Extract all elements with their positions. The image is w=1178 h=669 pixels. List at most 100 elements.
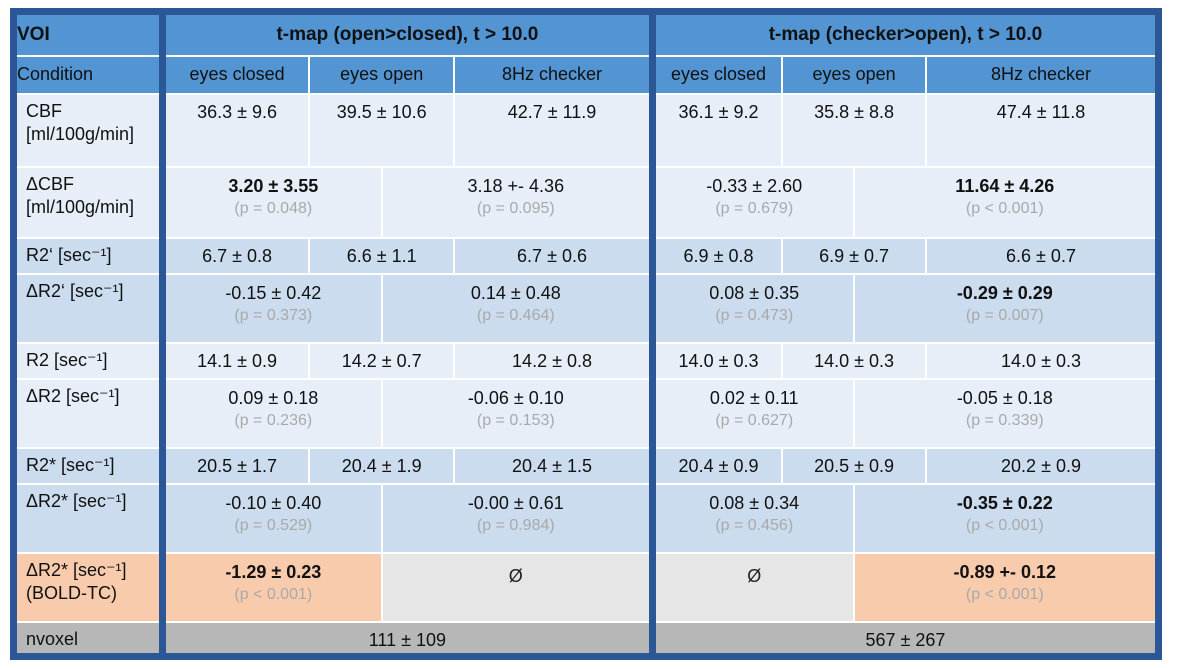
delta-value: -0.10 ± 0.40 (225, 492, 322, 513)
row-label-delta-r2star: ΔR2* [sec⁻¹] (12, 482, 166, 554)
delta-value: 0.02 ± 0.11 (709, 387, 799, 408)
r2star-right-eyes-open: 20.5 ± 0.9 (781, 446, 928, 485)
p-value: (p = 0.373) (234, 306, 313, 324)
delta-r2star-right-checker-open: -0.35 ± 0.22 (p < 0.001) (852, 482, 1160, 554)
voi-header-cell: VOI (12, 10, 166, 57)
bold-tc-left-open-closed: -1.29 ± 0.23 (p < 0.001) (161, 551, 383, 623)
delta-value: -0.06 ± 0.10 (467, 387, 564, 408)
cbf-left-eyes-open: 39.5 ± 10.6 (308, 92, 456, 168)
delta-cbf-left-checker-open: 3.18 +- 4.36 (p = 0.095) (380, 165, 654, 239)
r2prime-right-8hz-checker: 6.6 ± 0.7 (925, 236, 1160, 275)
row-delta-r2: ΔR2 [sec⁻¹] 0.09 ± 0.18 (p = 0.236) -0.0… (12, 377, 1160, 449)
delta-value: 0.08 ± 0.35 (709, 282, 800, 303)
row-label-r2star: R2* [sec⁻¹] (12, 446, 166, 485)
condition-label-cell: Condition (12, 54, 166, 95)
p-value: (p = 0.095) (476, 199, 555, 217)
p-value: (p < 0.001) (234, 585, 313, 603)
r2-right-8hz-checker: 14.0 ± 0.3 (925, 341, 1160, 380)
delta-r2prime-right-checker-open: -0.29 ± 0.29 (p = 0.007) (852, 272, 1160, 344)
r2-right-eyes-closed: 14.0 ± 0.3 (648, 341, 784, 380)
left-condition-8hz-checker: 8Hz checker (453, 54, 654, 95)
r2-left-eyes-closed: 14.1 ± 0.9 (161, 341, 311, 380)
row-label-cbf: CBF [ml/100g/min] (12, 92, 166, 168)
cbf-right-8hz-checker: 47.4 ± 11.8 (925, 92, 1160, 168)
delta-value: -0.05 ± 0.18 (956, 387, 1053, 408)
row-nvoxel: nvoxel 111 ± 109 567 ± 267 (12, 620, 1160, 658)
row-label-delta-r2star-bold-tc: ΔR2* [sec⁻¹] (BOLD-TC) (12, 551, 166, 623)
cbf-left-eyes-closed: 36.3 ± 9.6 (161, 92, 311, 168)
delta-cbf-left-open-closed: 3.20 ± 3.55 (p = 0.048) (161, 165, 383, 239)
p-value: (p = 0.339) (965, 411, 1044, 429)
row-label-delta-r2prime: ΔR2‘ [sec⁻¹] (12, 272, 166, 344)
delta-r2prime-left-open-closed: -0.15 ± 0.42 (p = 0.373) (161, 272, 383, 344)
delta-value: -0.15 ± 0.42 (225, 282, 322, 303)
right-tmap-title-cell: t-map (checker>open), t > 10.0 (648, 10, 1160, 57)
r2prime-right-eyes-closed: 6.9 ± 0.8 (648, 236, 784, 275)
p-value: (p = 0.456) (715, 516, 794, 534)
row-label-nvoxel: nvoxel (12, 620, 166, 658)
delta-r2-left-open-closed: 0.09 ± 0.18 (p = 0.236) (161, 377, 383, 449)
delta-value: -0.33 ± 2.60 (706, 175, 803, 196)
bold-tc-right-checker-open: -0.89 +- 0.12 (p < 0.001) (852, 551, 1160, 623)
p-value: (p = 0.473) (715, 306, 794, 324)
p-value: (p = 0.153) (476, 411, 555, 429)
row-r2: R2 [sec⁻¹] 14.1 ± 0.9 14.2 ± 0.7 14.2 ± … (12, 341, 1160, 380)
row-label-delta-cbf: ΔCBF [ml/100g/min] (12, 165, 166, 239)
p-value: (p = 0.529) (234, 516, 313, 534)
delta-r2-right-open-closed: 0.02 ± 0.11 (p = 0.627) (648, 377, 855, 449)
row-label-delta-r2: ΔR2 [sec⁻¹] (12, 377, 166, 449)
r2star-right-eyes-closed: 20.4 ± 0.9 (648, 446, 784, 485)
p-value: (p = 0.007) (965, 306, 1044, 324)
header-row-conditions: Condition eyes closed eyes open 8Hz chec… (12, 54, 1160, 95)
delta-cbf-right-checker-open: 11.64 ± 4.26 (p < 0.001) (852, 165, 1160, 239)
nvoxel-right-value: 567 ± 267 (648, 620, 1160, 658)
r2prime-left-eyes-closed: 6.7 ± 0.8 (161, 236, 311, 275)
p-value: (p = 0.236) (234, 411, 313, 429)
r2prime-left-eyes-open: 6.6 ± 1.1 (308, 236, 456, 275)
cbf-right-eyes-open: 35.8 ± 8.8 (781, 92, 928, 168)
header-row-titles: VOI t-map (open>closed), t > 10.0 t-map … (12, 10, 1160, 57)
row-delta-r2star-bold-tc: ΔR2* [sec⁻¹] (BOLD-TC) -1.29 ± 0.23 (p <… (12, 551, 1160, 623)
delta-cbf-right-open-closed: -0.33 ± 2.60 (p = 0.679) (648, 165, 855, 239)
delta-r2star-left-open-closed: -0.10 ± 0.40 (p = 0.529) (161, 482, 383, 554)
left-condition-eyes-open: eyes open (308, 54, 456, 95)
p-value: (p = 0.048) (234, 199, 313, 217)
left-condition-eyes-closed: eyes closed (161, 54, 311, 95)
r2star-left-eyes-closed: 20.5 ± 1.7 (161, 446, 311, 485)
cbf-right-eyes-closed: 36.1 ± 9.2 (648, 92, 784, 168)
bold-tc-left-checker-open-empty: Ø (380, 551, 654, 623)
delta-value: 0.09 ± 0.18 (228, 387, 319, 408)
p-value: (p < 0.001) (965, 585, 1044, 603)
r2prime-left-8hz-checker: 6.7 ± 0.6 (453, 236, 654, 275)
delta-value: 0.08 ± 0.34 (709, 492, 800, 513)
delta-r2-right-checker-open: -0.05 ± 0.18 (p = 0.339) (852, 377, 1160, 449)
delta-value: -0.89 +- 0.12 (953, 561, 1057, 582)
r2-left-8hz-checker: 14.2 ± 0.8 (453, 341, 654, 380)
delta-r2star-right-open-closed: 0.08 ± 0.34 (p = 0.456) (648, 482, 855, 554)
delta-r2prime-left-checker-open: 0.14 ± 0.48 (p = 0.464) (380, 272, 654, 344)
p-value: (p = 0.627) (715, 411, 794, 429)
row-delta-r2star: ΔR2* [sec⁻¹] -0.10 ± 0.40 (p = 0.529) -0… (12, 482, 1160, 554)
right-condition-eyes-closed: eyes closed (648, 54, 784, 95)
row-cbf: CBF [ml/100g/min] 36.3 ± 9.6 39.5 ± 10.6… (12, 92, 1160, 168)
r2star-left-8hz-checker: 20.4 ± 1.5 (453, 446, 654, 485)
cbf-left-8hz-checker: 42.7 ± 11.9 (453, 92, 654, 168)
delta-r2-left-checker-open: -0.06 ± 0.10 (p = 0.153) (380, 377, 654, 449)
row-label-r2: R2 [sec⁻¹] (12, 341, 166, 380)
delta-value: -1.29 ± 0.23 (225, 561, 322, 582)
bold-tc-right-open-closed-empty: Ø (648, 551, 855, 623)
row-delta-r2prime: ΔR2‘ [sec⁻¹] -0.15 ± 0.42 (p = 0.373) 0.… (12, 272, 1160, 344)
results-table: VOI t-map (open>closed), t > 10.0 t-map … (10, 8, 1162, 660)
p-value: (p = 0.679) (715, 199, 794, 217)
row-delta-cbf: ΔCBF [ml/100g/min] 3.20 ± 3.55 (p = 0.04… (12, 165, 1160, 239)
row-r2prime: R2‘ [sec⁻¹] 6.7 ± 0.8 6.6 ± 1.1 6.7 ± 0.… (12, 236, 1160, 275)
right-condition-eyes-open: eyes open (781, 54, 928, 95)
r2star-left-eyes-open: 20.4 ± 1.9 (308, 446, 456, 485)
delta-value: 11.64 ± 4.26 (955, 175, 1055, 196)
p-value: (p < 0.001) (965, 516, 1044, 534)
r2prime-right-eyes-open: 6.9 ± 0.7 (781, 236, 928, 275)
left-tmap-title-cell: t-map (open>closed), t > 10.0 (161, 10, 654, 57)
r2-left-eyes-open: 14.2 ± 0.7 (308, 341, 456, 380)
row-label-r2prime: R2‘ [sec⁻¹] (12, 236, 166, 275)
delta-value: 3.20 ± 3.55 (228, 175, 319, 196)
